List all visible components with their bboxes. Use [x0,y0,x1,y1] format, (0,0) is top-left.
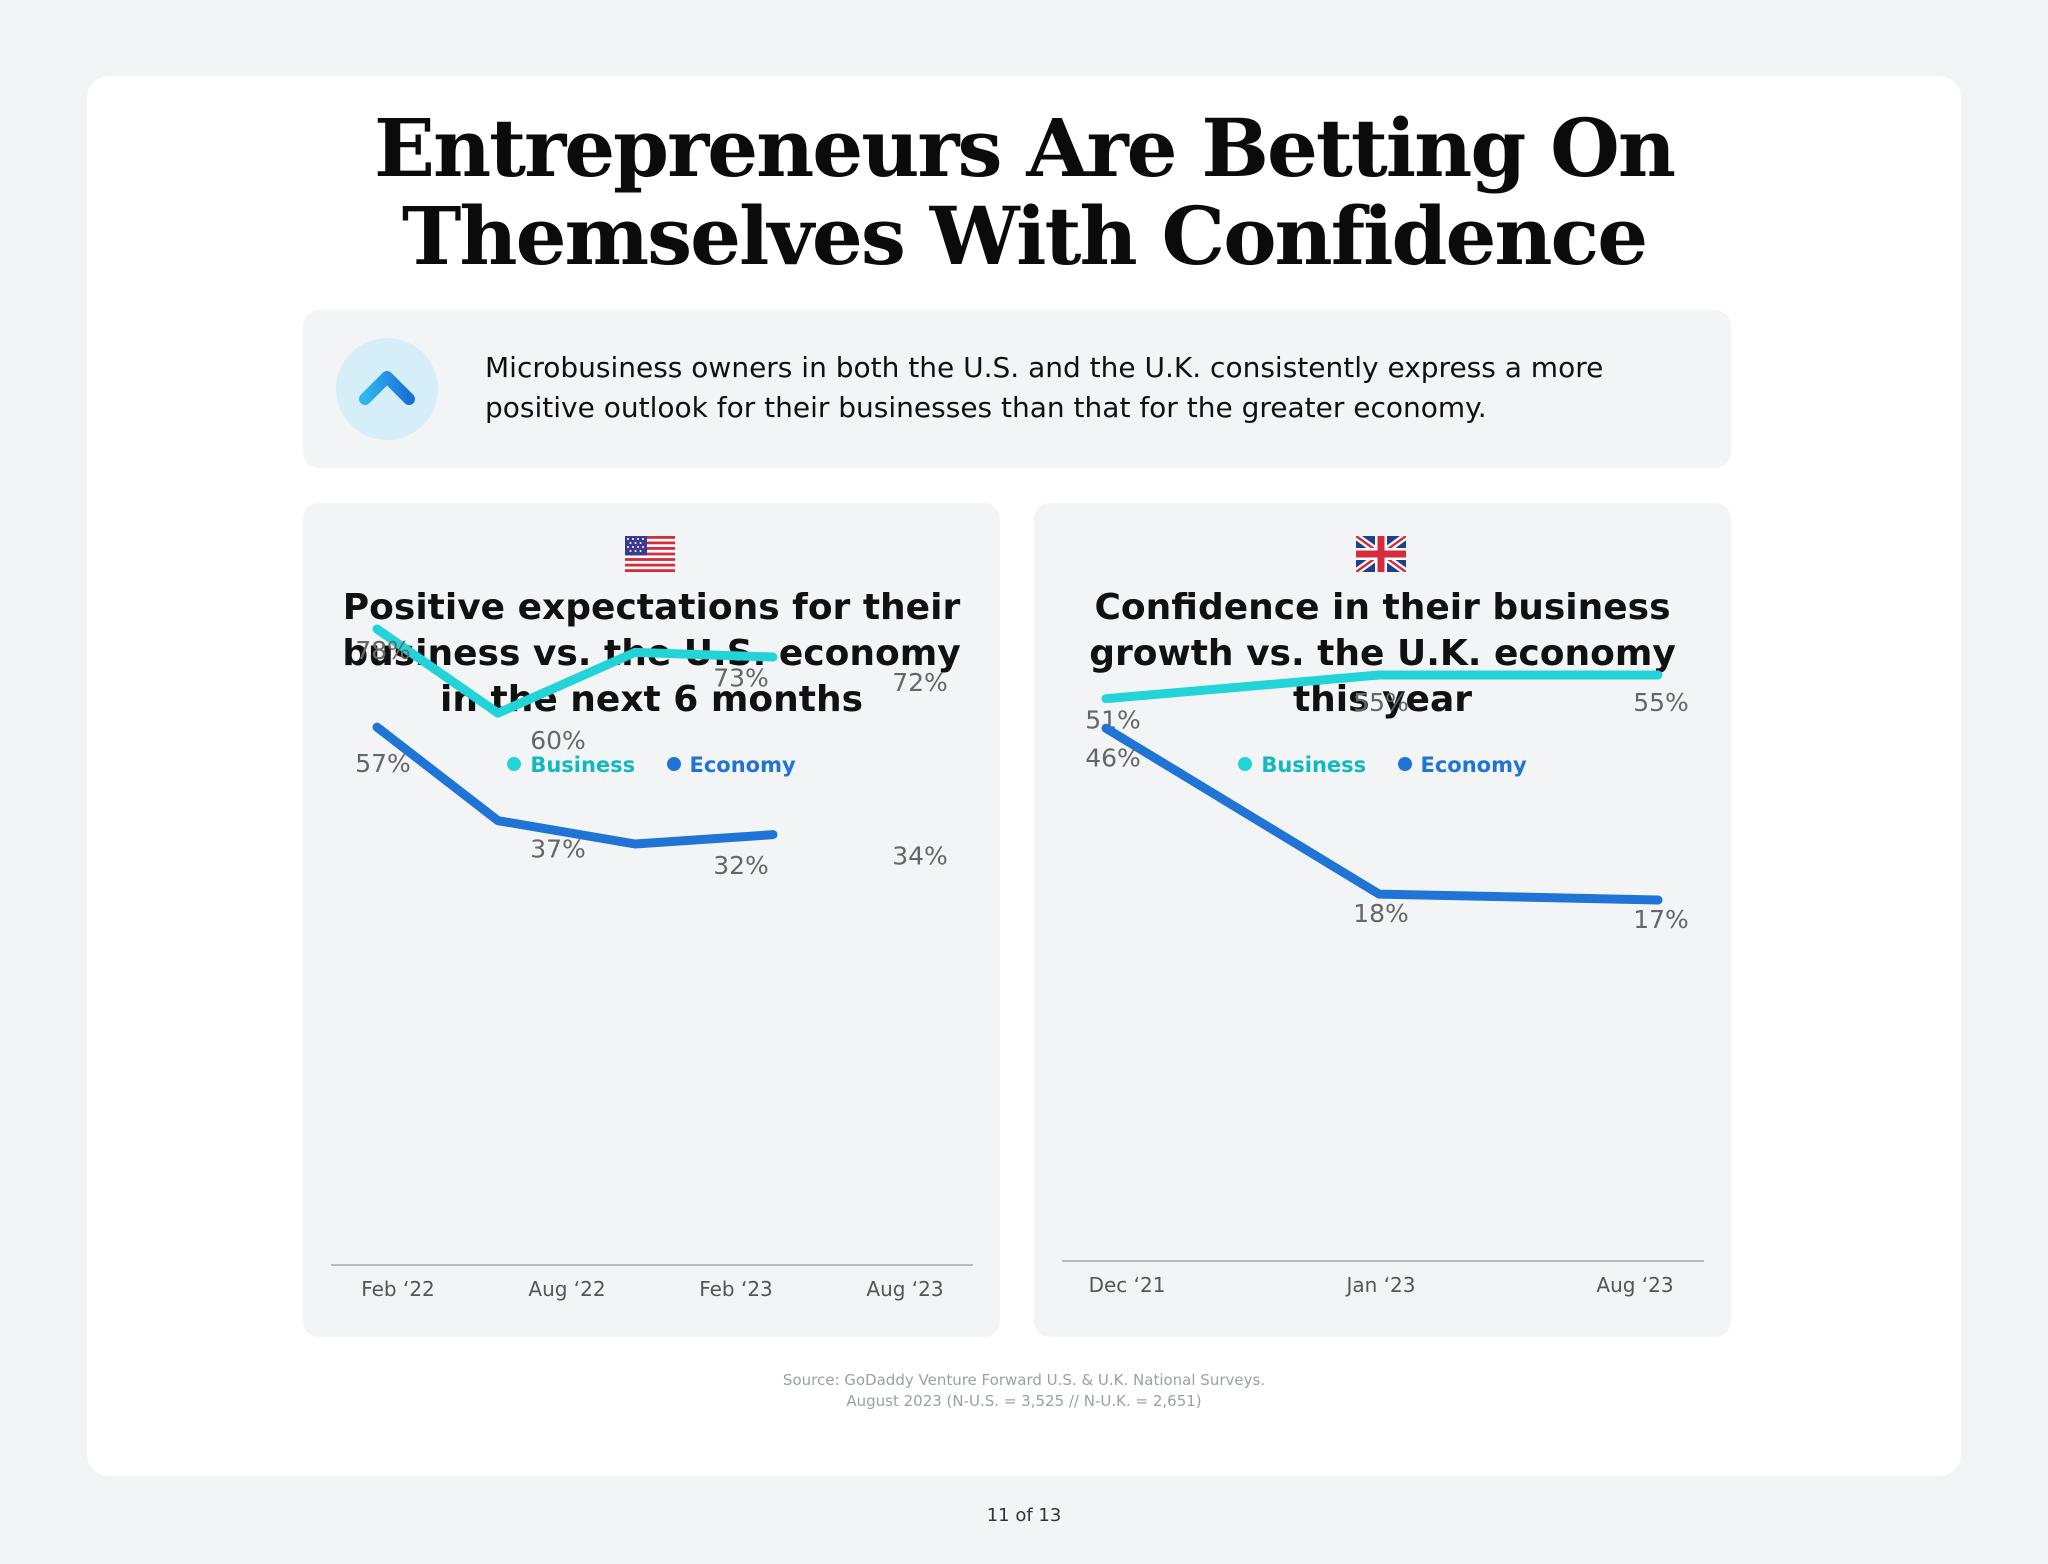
x-tick-label: Aug ‘23 [1596,1273,1673,1297]
data-label: 57% [355,749,411,778]
us-flag-icon [625,536,675,572]
source-line-1: Source: GoDaddy Venture Forward U.S. & U… [782,1371,1266,1389]
data-label: 17% [1633,905,1689,934]
page-title-line-1: Entrepreneurs Are Betting On [374,101,1676,195]
data-label: 37% [530,835,586,864]
legend-business-label: Business [1261,753,1367,777]
data-label: 32% [713,851,769,880]
data-label: 78% [355,636,411,665]
uk-chart-panel: Confidence in their business growth vs. … [1034,503,1731,1337]
us-chart-panel: Positive expectations for their business… [303,503,1000,1337]
legend-business: Business [507,753,635,777]
source-note: Source: GoDaddy Venture Forward U.S. & U… [0,1370,2048,1412]
uk-chart-legend: Business Economy [1034,753,1731,777]
data-label: 60% [530,726,586,755]
legend-business-label: Business [530,753,636,777]
callout-text: Microbusiness owners in both the U.S. an… [485,351,1604,424]
x-tick-label: Aug ‘23 [866,1277,943,1301]
page-title-line-2: Themselves With Confidence [401,189,1648,283]
page-title: Entrepreneurs Are Betting On Themselves … [0,104,2048,280]
data-label: 72% [892,668,948,697]
data-label: 73% [713,663,769,692]
data-label: 18% [1353,899,1409,928]
legend-economy-label: Economy [1420,753,1527,777]
series-line-economy [372,722,778,849]
source-line-2: August 2023 (N-U.S. = 3,525 // N-U.K. = … [846,1392,1202,1410]
legend-economy: Economy [1397,753,1527,777]
data-label: 55% [1633,688,1689,717]
data-label: 55% [1353,688,1409,717]
us-line-chart: Feb ‘22 Aug ‘22 Feb ‘23 Aug ‘23 78% 60% 73% 72%… [331,624,973,1301]
data-label: 34% [892,842,948,871]
x-tick-label: Jan ‘23 [1345,1273,1416,1297]
uk-chart-title: Confidence in their business growth vs. … [1089,587,1676,720]
legend-business: Business [1238,753,1366,777]
series-line-economy [1101,723,1663,905]
x-tick-label: Dec ‘21 [1089,1273,1166,1297]
uk-flag-icon [1356,536,1406,572]
insight-callout: Microbusiness owners in both the U.S. an… [303,310,1731,468]
us-chart-legend: Business Economy [303,753,1000,777]
legend-economy: Economy [666,753,796,777]
x-tick-label: Feb ‘23 [699,1277,773,1301]
x-tick-label: Aug ‘22 [528,1277,605,1301]
page-indicator: 11 of 13 [986,1505,1062,1526]
data-label: 46% [1085,743,1141,772]
chevron-up-icon [336,338,438,440]
legend-economy-label: Economy [689,753,796,777]
x-tick-label: Feb ‘22 [361,1277,435,1301]
series-line-business [372,624,778,718]
